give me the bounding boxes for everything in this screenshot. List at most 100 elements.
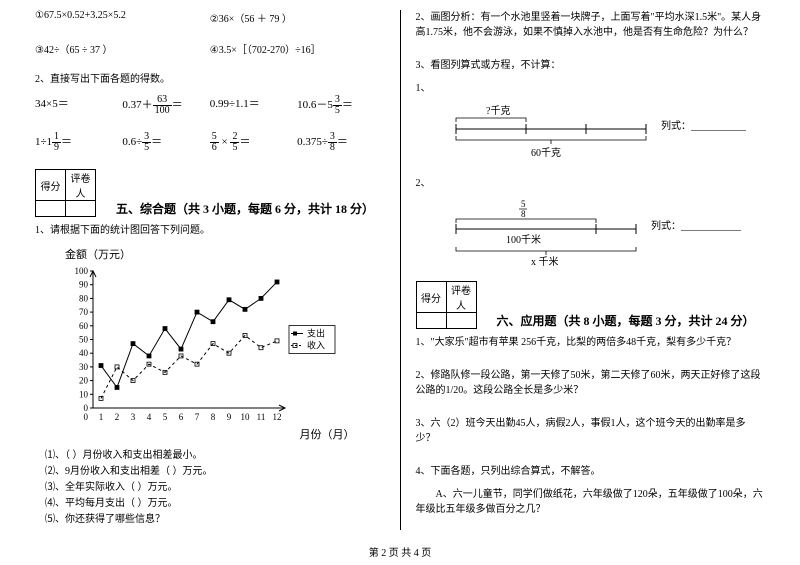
d2-frac-n: 5 bbox=[521, 199, 526, 209]
p2r2c4: 0.375÷38＝ bbox=[297, 132, 384, 153]
svg-text:20: 20 bbox=[79, 376, 89, 386]
rq2: 2、画图分析：有一个水池里竖着一块牌子，上面写着"平均水深1.5米"。某人身高1… bbox=[416, 10, 766, 40]
p2r1c3: 0.99÷1.1＝ bbox=[210, 95, 297, 116]
sq4: ⑷、平均每月支出（ ）万元。 bbox=[45, 496, 385, 512]
score-box-6: 得分评卷人 bbox=[416, 281, 477, 329]
svg-text:10: 10 bbox=[241, 412, 251, 422]
svg-text:12: 12 bbox=[273, 412, 282, 422]
score-label: 得分 bbox=[36, 170, 66, 201]
p2r1c2: 0.37＋63100＝ bbox=[122, 95, 209, 116]
p2r2c1: 1÷119＝ bbox=[35, 132, 122, 153]
grader-blank-6 bbox=[446, 313, 476, 329]
svg-text:6: 6 bbox=[179, 412, 184, 422]
svg-text:4: 4 bbox=[147, 412, 152, 422]
problems-1b: ③42÷（65 ÷ 37 ） ④3.5×［（702-270）÷16］ bbox=[35, 41, 385, 62]
prob-1: ①67.5×0.52+3.25×5.2 bbox=[35, 10, 210, 25]
svg-text:8: 8 bbox=[211, 412, 216, 422]
sq5: ⑸、你还获得了哪些信息？ bbox=[45, 512, 385, 528]
section-5-header: 得分评卷人 五、综合题（共 3 小题，每题 6 分，共计 18 分） bbox=[35, 169, 385, 217]
page-container: ①67.5×0.52+3.25×5.2 ②36×（56 ＋ 79 ） ③42÷（… bbox=[0, 0, 800, 540]
left-column: ①67.5×0.52+3.25×5.2 ②36×（56 ＋ 79 ） ③42÷（… bbox=[20, 10, 400, 540]
d2-expr: 列式：____________ bbox=[651, 219, 742, 232]
score-box: 得分评卷人 bbox=[35, 169, 96, 217]
eq: ＝ bbox=[337, 136, 348, 148]
svg-text:支出: 支出 bbox=[307, 328, 325, 339]
svg-text:9: 9 bbox=[227, 412, 232, 422]
p2r1c1: 34×5＝ bbox=[35, 95, 122, 116]
svg-text:100: 100 bbox=[75, 266, 89, 276]
prob-3: ③42÷（65 ÷ 37 ） bbox=[35, 41, 210, 56]
section-6-title: 六、应用题（共 8 小题，每题 3 分，共计 24 分） bbox=[497, 312, 755, 329]
mid: × bbox=[219, 136, 231, 148]
svg-text:30: 30 bbox=[79, 362, 89, 372]
y-axis-title: 金额（万元） bbox=[65, 246, 385, 262]
frac: 63100 bbox=[153, 95, 172, 116]
q6-3: 3、六（2）班今天出勤45人，病假2人，事假1人，这个班今天的出勤率是多少？ bbox=[416, 416, 766, 446]
eq: ＝ bbox=[342, 99, 353, 111]
svg-text:1: 1 bbox=[99, 412, 104, 422]
chart-area: 金额（万元） 010203040506070809010012345678910… bbox=[65, 246, 385, 442]
frac: 19 bbox=[52, 132, 61, 153]
p2r1c4: 10.6－535＝ bbox=[297, 95, 384, 116]
right-column: 2、画图分析：有一个水池里竖着一块牌子，上面写着"平均水深1.5米"。某人身高1… bbox=[401, 10, 781, 540]
txt: 10.6－5 bbox=[297, 99, 333, 111]
svg-text:7: 7 bbox=[195, 412, 200, 422]
svg-text:5: 5 bbox=[163, 412, 168, 422]
x-axis-title: 月份（月） bbox=[65, 426, 355, 442]
q5-1: 1、请根据下面的统计图回答下列问题。 bbox=[35, 223, 385, 238]
section-5-title: 五、综合题（共 3 小题，每题 6 分，共计 18 分） bbox=[116, 200, 374, 217]
svg-text:11: 11 bbox=[257, 412, 266, 422]
frac: 35 bbox=[333, 95, 342, 116]
eq: ＝ bbox=[172, 99, 183, 111]
score-blank-6 bbox=[416, 313, 446, 329]
svg-text:10: 10 bbox=[79, 389, 89, 399]
bracket-diagram-2: 5 8 100千米 x 千米 列式：____________ bbox=[446, 199, 746, 269]
p2r2c2: 0.6÷35＝ bbox=[122, 132, 209, 153]
svg-text:3: 3 bbox=[131, 412, 136, 422]
svg-text:40: 40 bbox=[79, 348, 89, 358]
d1-top: ?千克 bbox=[486, 105, 510, 117]
rq3-title: 3、看图列算式或方程，不计算： bbox=[416, 58, 766, 73]
q6-4: 4、下面各题，只列出综合算式，不解答。 bbox=[416, 464, 766, 479]
svg-text:50: 50 bbox=[79, 335, 89, 345]
diagram-1: ?千克 60千克 列式：____________ bbox=[446, 104, 766, 164]
grader-label: 评卷人 bbox=[66, 170, 96, 201]
svg-text:80: 80 bbox=[79, 293, 89, 303]
svg-text:收入: 收入 bbox=[307, 340, 325, 351]
svg-text:2: 2 bbox=[115, 412, 120, 422]
score-label-6: 得分 bbox=[416, 282, 446, 313]
diagram-2: 5 8 100千米 x 千米 列式：____________ bbox=[446, 199, 766, 269]
txt: 0.37＋ bbox=[122, 99, 152, 111]
txt: 1÷1 bbox=[35, 136, 52, 148]
sub-questions: ⑴、（ ）月份收入和支出相差最小。 ⑵、9月份收入和支出相差（ ）万元。 ⑶、全… bbox=[45, 448, 385, 528]
q6-2: 2、修路队修一段公路，第一天修了50米，第二天修了60米，两天正好修了这段公路的… bbox=[416, 368, 766, 398]
svg-text:60: 60 bbox=[79, 321, 89, 331]
frac: 38 bbox=[328, 132, 337, 153]
problems-2-r2: 1÷119＝ 0.6÷35＝ 56 × 25＝ 0.375÷38＝ bbox=[35, 132, 385, 159]
d2-frac-d: 8 bbox=[521, 209, 526, 219]
svg-text:70: 70 bbox=[79, 307, 89, 317]
svg-text:90: 90 bbox=[79, 280, 89, 290]
q2-title: 2、直接写出下面各题的得数。 bbox=[35, 72, 385, 87]
grader-blank bbox=[66, 201, 96, 217]
prob-2: ②36×（56 ＋ 79 ） bbox=[210, 10, 385, 25]
section-6-header: 得分评卷人 六、应用题（共 8 小题，每题 3 分，共计 24 分） bbox=[416, 281, 766, 329]
score-blank bbox=[36, 201, 66, 217]
txt: 0.375÷ bbox=[297, 136, 328, 148]
frac: 35 bbox=[142, 132, 151, 153]
page-footer: 第 2 页 共 4 页 bbox=[0, 544, 800, 559]
problems-2-r1: 34×5＝ 0.37＋63100＝ 0.99÷1.1＝ 10.6－535＝ bbox=[35, 95, 385, 122]
frac1: 56 bbox=[210, 132, 219, 153]
problems-1: ①67.5×0.52+3.25×5.2 ②36×（56 ＋ 79 ） bbox=[35, 10, 385, 31]
svg-text:0: 0 bbox=[84, 412, 89, 422]
d2-bottom: x 千米 bbox=[531, 255, 559, 268]
prob-4: ④3.5×［（702-270）÷16］ bbox=[210, 41, 385, 56]
bracket-diagram-1: ?千克 60千克 列式：____________ bbox=[446, 104, 746, 164]
d2-mid: 100千米 bbox=[506, 233, 541, 246]
eq: ＝ bbox=[61, 136, 72, 148]
sq1: ⑴、（ ）月份收入和支出相差最小。 bbox=[45, 448, 385, 464]
p2r2c3: 56 × 25＝ bbox=[210, 132, 297, 153]
line-chart: 01020304050607080901001234567891011120支出… bbox=[65, 266, 345, 426]
eq: ＝ bbox=[151, 136, 162, 148]
q6-4a: A、六一儿童节，同学们做纸花，六年级做了120朵，五年级做了100朵，六年级比五… bbox=[416, 487, 766, 517]
